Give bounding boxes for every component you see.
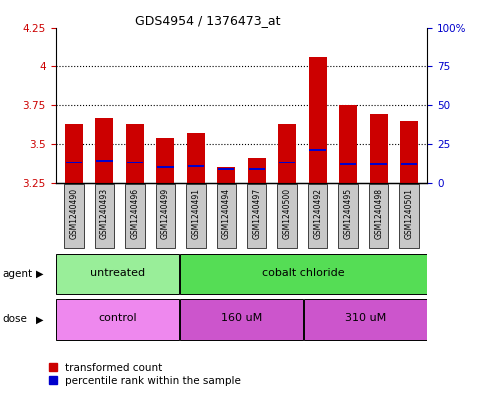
Bar <box>304 299 427 340</box>
Bar <box>308 184 327 248</box>
Bar <box>310 149 326 151</box>
Bar <box>95 184 114 248</box>
Bar <box>156 138 174 183</box>
Bar <box>66 162 82 163</box>
Bar <box>279 162 296 163</box>
Text: agent: agent <box>2 269 32 279</box>
Text: GSM1240500: GSM1240500 <box>283 188 292 239</box>
Bar <box>180 254 427 294</box>
Bar <box>156 184 175 248</box>
Bar <box>249 168 265 170</box>
Bar <box>247 184 267 248</box>
Text: 160 uM: 160 uM <box>221 313 262 323</box>
Text: control: control <box>98 313 137 323</box>
Text: GSM1240497: GSM1240497 <box>252 188 261 239</box>
Bar <box>401 163 417 165</box>
Text: GSM1240498: GSM1240498 <box>374 188 383 239</box>
Bar <box>64 184 84 248</box>
Bar <box>127 162 143 163</box>
Bar <box>369 184 388 248</box>
Text: GSM1240493: GSM1240493 <box>100 188 109 239</box>
Bar <box>248 158 266 183</box>
Bar <box>370 163 387 165</box>
Text: GSM1240494: GSM1240494 <box>222 188 231 239</box>
Text: cobalt chloride: cobalt chloride <box>262 268 345 278</box>
Bar <box>309 57 327 183</box>
Bar <box>186 184 206 248</box>
Bar <box>186 133 205 183</box>
Bar <box>157 166 173 168</box>
Text: GSM1240490: GSM1240490 <box>70 188 78 239</box>
Bar <box>187 165 204 167</box>
Bar <box>399 184 419 248</box>
Bar <box>339 184 358 248</box>
Bar <box>340 163 356 165</box>
Bar <box>339 105 357 183</box>
Text: GSM1240496: GSM1240496 <box>130 188 139 239</box>
Text: untreated: untreated <box>90 268 145 278</box>
Bar <box>126 124 144 183</box>
Text: dose: dose <box>2 314 28 324</box>
Bar <box>277 184 297 248</box>
Bar <box>96 160 113 162</box>
Bar <box>56 299 179 340</box>
Bar <box>125 184 144 248</box>
Bar <box>217 167 235 183</box>
Bar <box>180 299 303 340</box>
Legend: transformed count, percentile rank within the sample: transformed count, percentile rank withi… <box>49 363 241 386</box>
Text: GSM1240499: GSM1240499 <box>161 188 170 239</box>
Text: GDS4954 / 1376473_at: GDS4954 / 1376473_at <box>135 14 281 27</box>
Bar <box>400 121 418 183</box>
Text: GSM1240495: GSM1240495 <box>344 188 353 239</box>
Text: GSM1240491: GSM1240491 <box>191 188 200 239</box>
Text: ▶: ▶ <box>36 314 43 324</box>
Bar <box>216 184 236 248</box>
Text: GSM1240492: GSM1240492 <box>313 188 322 239</box>
Bar <box>95 118 114 183</box>
Bar <box>278 124 297 183</box>
Bar <box>369 114 388 183</box>
Bar <box>218 168 234 170</box>
Text: ▶: ▶ <box>36 269 43 279</box>
Text: GSM1240501: GSM1240501 <box>405 188 413 239</box>
Bar <box>56 254 179 294</box>
Text: 310 uM: 310 uM <box>345 313 386 323</box>
Bar <box>65 124 83 183</box>
